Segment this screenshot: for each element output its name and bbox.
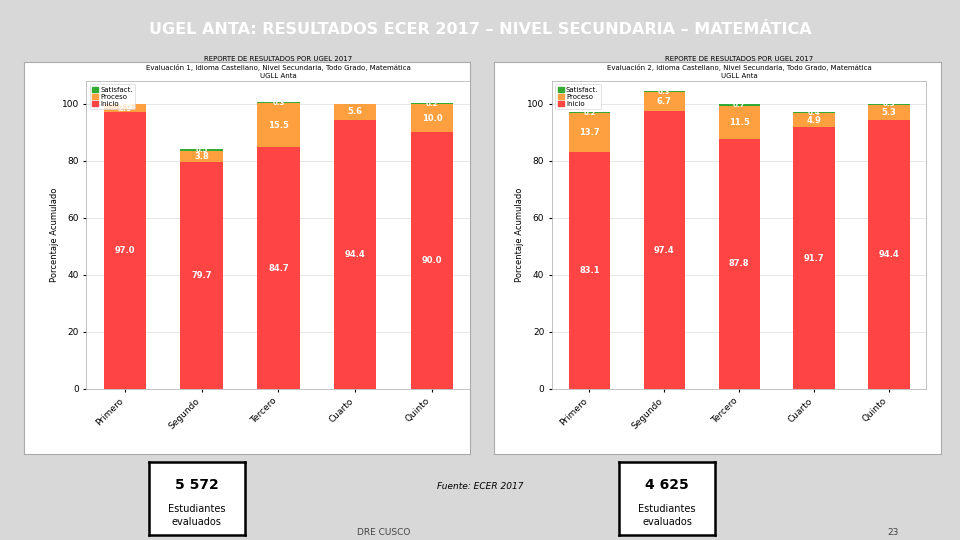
Bar bbox=[411, 132, 453, 389]
Text: 0.4: 0.4 bbox=[807, 110, 821, 116]
Bar bbox=[719, 104, 759, 106]
Y-axis label: Porcentaje Acumulado: Porcentaje Acumulado bbox=[516, 188, 524, 282]
Bar bbox=[644, 111, 684, 389]
Text: DRE CUSCO: DRE CUSCO bbox=[357, 528, 411, 537]
Text: 5.3: 5.3 bbox=[881, 107, 897, 117]
Text: 97.0: 97.0 bbox=[114, 246, 135, 255]
Bar bbox=[869, 104, 909, 105]
Title: REPORTE DE RESULTADOS POR UGEL 2017
Evaluación 1, Idioma Castellano, Nivel Secun: REPORTE DE RESULTADOS POR UGEL 2017 Eval… bbox=[146, 56, 411, 79]
Text: 94.4: 94.4 bbox=[345, 250, 366, 259]
Bar bbox=[869, 120, 909, 389]
Text: 6.7: 6.7 bbox=[657, 97, 672, 106]
Bar bbox=[644, 92, 684, 111]
Y-axis label: Porcentaje Acumulado: Porcentaje Acumulado bbox=[50, 188, 59, 282]
Text: 0.3: 0.3 bbox=[658, 89, 671, 94]
Text: 83.1: 83.1 bbox=[579, 266, 600, 275]
Bar bbox=[719, 139, 759, 389]
Text: 0.3: 0.3 bbox=[882, 101, 896, 107]
Text: 0.2: 0.2 bbox=[584, 110, 595, 116]
Text: 10.0: 10.0 bbox=[421, 113, 443, 123]
Bar bbox=[719, 106, 759, 139]
Text: Fuente: ECER 2017: Fuente: ECER 2017 bbox=[437, 482, 523, 491]
Text: 94.4: 94.4 bbox=[878, 250, 900, 259]
Bar bbox=[411, 104, 453, 132]
Text: 0.5: 0.5 bbox=[196, 147, 207, 153]
Text: Estudiantes
evaluados: Estudiantes evaluados bbox=[168, 504, 226, 527]
Bar bbox=[794, 127, 834, 389]
Text: 5 572: 5 572 bbox=[175, 478, 219, 492]
Text: 0.7: 0.7 bbox=[732, 102, 746, 108]
Text: 97.4: 97.4 bbox=[654, 246, 675, 254]
Bar bbox=[569, 152, 610, 389]
Bar bbox=[180, 161, 223, 389]
Text: 11.5: 11.5 bbox=[729, 118, 750, 127]
Text: 87.8: 87.8 bbox=[729, 259, 750, 268]
Bar bbox=[257, 103, 300, 147]
Bar bbox=[180, 150, 223, 151]
Text: 0.1: 0.1 bbox=[118, 101, 132, 107]
Bar bbox=[334, 104, 376, 120]
Bar bbox=[411, 103, 453, 104]
Text: 0.3: 0.3 bbox=[272, 100, 285, 106]
Text: 84.7: 84.7 bbox=[268, 264, 289, 273]
Bar bbox=[180, 151, 223, 161]
Bar bbox=[794, 113, 834, 127]
Bar bbox=[794, 112, 834, 113]
Text: 90.0: 90.0 bbox=[421, 256, 443, 265]
Title: REPORTE DE RESULTADOS POR UGEL 2017
Evaluación 2, Idioma Castellano, Nivel Secun: REPORTE DE RESULTADOS POR UGEL 2017 Eval… bbox=[607, 56, 872, 79]
Text: 0.2: 0.2 bbox=[426, 100, 438, 106]
Bar bbox=[334, 120, 376, 389]
Text: 4.9: 4.9 bbox=[806, 116, 822, 125]
Bar bbox=[569, 112, 610, 113]
Text: 79.7: 79.7 bbox=[191, 271, 212, 280]
Text: 23: 23 bbox=[887, 528, 899, 537]
Bar bbox=[104, 104, 146, 112]
Text: 4 625: 4 625 bbox=[645, 478, 689, 492]
Text: 15.5: 15.5 bbox=[268, 121, 289, 130]
Bar bbox=[869, 105, 909, 120]
Bar bbox=[257, 147, 300, 389]
Text: UGEL ANTA: RESULTADOS ECER 2017 – NIVEL SECUNDARIA – MATEMÁTICA: UGEL ANTA: RESULTADOS ECER 2017 – NIVEL … bbox=[149, 22, 811, 37]
Text: 5.6: 5.6 bbox=[348, 107, 363, 116]
Text: 3.8: 3.8 bbox=[194, 152, 209, 161]
Bar bbox=[104, 112, 146, 389]
Legend: Satisfact., Proceso, Inicio: Satisfact., Proceso, Inicio bbox=[90, 84, 135, 109]
Bar bbox=[569, 113, 610, 152]
Text: Estudiantes
evaluados: Estudiantes evaluados bbox=[638, 504, 696, 527]
Bar bbox=[644, 91, 684, 92]
Text: 2.9: 2.9 bbox=[117, 104, 132, 113]
Text: 13.7: 13.7 bbox=[579, 128, 600, 137]
Text: 91.7: 91.7 bbox=[804, 254, 825, 262]
Legend: Satisfact., Proceso, Inicio: Satisfact., Proceso, Inicio bbox=[556, 84, 601, 109]
